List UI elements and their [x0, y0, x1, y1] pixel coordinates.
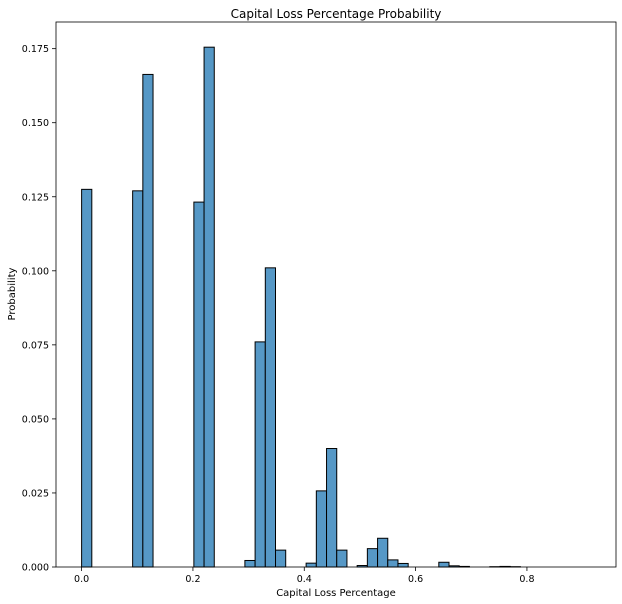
histogram-bar	[254, 341, 266, 568]
y-tick-label: 0.175	[22, 44, 49, 55]
histogram-bar	[193, 201, 205, 568]
bars-group	[81, 46, 521, 568]
histogram-bar	[142, 73, 154, 568]
histogram-bar	[336, 549, 348, 568]
histogram-bar	[264, 267, 276, 568]
plot-frame	[55, 21, 617, 568]
histogram-bar	[387, 559, 399, 568]
histogram-bar	[203, 46, 215, 568]
x-tick-label: 0.0	[74, 574, 89, 585]
histogram-bar	[81, 188, 93, 568]
x-tick-label: 0.6	[408, 574, 423, 585]
histogram-bar	[377, 537, 389, 568]
y-axis-ticks: 0.000 0.025 0.050 0.075 0.100 0.125 0.150 0.175	[22, 44, 56, 574]
histogram-bar	[397, 562, 409, 568]
histogram-bar	[326, 448, 338, 568]
x-axis-ticks: 0.0 0.2 0.4 0.6 0.8	[74, 567, 534, 585]
y-tick-label: 0.100	[22, 266, 49, 277]
x-tick-label: 0.4	[297, 574, 312, 585]
y-tick-label: 0.125	[22, 192, 49, 203]
y-axis-label: Probability	[7, 267, 18, 320]
histogram-bar	[275, 549, 287, 568]
x-axis-label: Capital Loss Percentage	[276, 588, 396, 599]
histogram-bar	[305, 562, 317, 568]
y-tick-label: 0.000	[22, 563, 49, 574]
y-tick-label: 0.150	[22, 118, 49, 129]
x-tick-label: 0.8	[519, 574, 534, 585]
y-tick-label: 0.025	[22, 488, 49, 499]
histogram-bar	[244, 559, 256, 568]
histogram-bar	[132, 190, 144, 568]
x-tick-label: 0.2	[185, 574, 200, 585]
histogram-bar	[315, 490, 328, 568]
histogram-bar	[366, 548, 379, 568]
histogram-bar	[438, 561, 450, 568]
y-tick-label: 0.075	[22, 340, 49, 351]
y-tick-label: 0.050	[22, 414, 49, 425]
chart-title: Capital Loss Percentage Probability	[231, 7, 442, 21]
